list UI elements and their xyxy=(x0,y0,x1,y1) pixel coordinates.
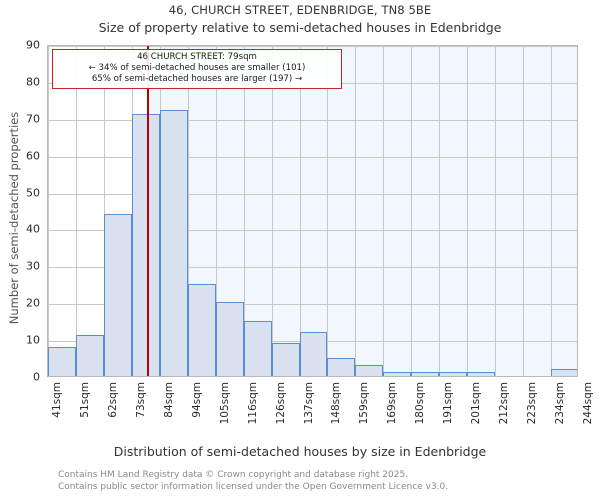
x-tick-159sqm: 159sqm xyxy=(358,382,371,425)
y-tick-30: 30 xyxy=(26,259,40,273)
plot-area xyxy=(47,45,578,377)
x-tick-148sqm: 148sqm xyxy=(330,382,343,425)
gridline-y-90 xyxy=(48,46,577,47)
annotation-line-3: 65% of semi-detached houses are larger (… xyxy=(91,74,303,84)
gridline-x-14 xyxy=(439,46,441,376)
y-tick-40: 40 xyxy=(26,222,40,236)
gridline-x-18 xyxy=(551,46,553,376)
bar-148sqm xyxy=(327,357,356,376)
x-tick-126sqm: 126sqm xyxy=(274,382,287,425)
bar-201sqm xyxy=(467,372,496,376)
gridline-x-0 xyxy=(48,46,49,376)
gridline-x-17 xyxy=(523,46,525,376)
y-tick-20: 20 xyxy=(26,296,40,310)
gridline-y-70 xyxy=(48,119,577,121)
bar-73sqm xyxy=(131,114,160,376)
y-tick-0: 0 xyxy=(33,370,40,384)
annotation-box: 46 CHURCH STREET: 79sqm ← 34% of semi-de… xyxy=(52,49,342,89)
annotation-line-1: 46 CHURCH STREET: 79sqm xyxy=(137,52,257,62)
gridline-y-60 xyxy=(48,156,577,158)
bar-180sqm xyxy=(411,372,440,376)
x-tick-244sqm: 244sqm xyxy=(582,382,594,425)
y-tick-90: 90 xyxy=(26,38,40,52)
x-tick-116sqm: 116sqm xyxy=(246,382,259,425)
y-tick-60: 60 xyxy=(26,149,40,163)
y-tick-10: 10 xyxy=(26,333,40,347)
x-tick-234sqm: 234sqm xyxy=(554,382,567,425)
gridline-x-9 xyxy=(299,46,301,376)
x-tick-41sqm: 41sqm xyxy=(51,382,63,418)
footer-line-1: Contains HM Land Registry data © Crown c… xyxy=(58,470,409,480)
gridline-x-10 xyxy=(327,46,329,376)
x-tick-51sqm: 51sqm xyxy=(78,382,91,418)
x-tick-94sqm: 94sqm xyxy=(190,382,203,418)
gridline-x-7 xyxy=(243,46,245,376)
x-tick-73sqm: 73sqm xyxy=(134,382,147,418)
x-tick-180sqm: 180sqm xyxy=(414,382,427,425)
x-tick-84sqm: 84sqm xyxy=(162,382,175,418)
gridline-y-30 xyxy=(48,267,577,269)
gridline-x-5 xyxy=(187,46,189,376)
gridline-x-15 xyxy=(467,46,469,376)
chart-subtitle: Size of property relative to semi-detach… xyxy=(98,20,502,35)
y-tick-50: 50 xyxy=(26,186,40,200)
annotation-line-2: ← 34% of semi-detached houses are smalle… xyxy=(88,63,306,73)
bar-51sqm xyxy=(75,335,104,376)
bar-116sqm xyxy=(243,320,272,376)
bar-62sqm xyxy=(103,213,132,376)
gridline-y-50 xyxy=(48,193,577,195)
x-tick-191sqm: 191sqm xyxy=(442,382,455,425)
property-marker-line xyxy=(147,46,149,376)
gridline-y-20 xyxy=(48,304,577,306)
gridline-x-8 xyxy=(271,46,273,376)
gridline-x-2 xyxy=(103,46,105,376)
x-tick-223sqm: 223sqm xyxy=(526,382,539,425)
x-tick-212sqm: 212sqm xyxy=(498,382,511,425)
footer-line-2: Contains public sector information licen… xyxy=(58,481,449,492)
bar-105sqm xyxy=(215,302,244,376)
bar-137sqm xyxy=(299,331,328,376)
bar-94sqm xyxy=(187,283,216,376)
bar-159sqm xyxy=(355,364,384,376)
bar-169sqm xyxy=(383,372,412,376)
y-tick-80: 80 xyxy=(26,75,40,89)
gridline-x-12 xyxy=(383,46,385,376)
bar-234sqm xyxy=(551,368,577,376)
footer-attribution: Contains HM Land Registry data © Crown c… xyxy=(58,470,448,494)
bar-41sqm xyxy=(48,346,76,376)
bar-84sqm xyxy=(159,110,188,376)
y-axis-label: Number of semi-detached properties xyxy=(7,111,21,325)
gridline-y-40 xyxy=(48,230,577,232)
x-tick-169sqm: 169sqm xyxy=(386,382,399,425)
gridline-x-16 xyxy=(495,46,497,376)
bar-191sqm xyxy=(439,372,468,376)
gridline-x-11 xyxy=(355,46,357,376)
bar-126sqm xyxy=(271,342,300,376)
x-tick-201sqm: 201sqm xyxy=(470,382,483,425)
gridline-x-6 xyxy=(215,46,217,376)
x-axis-label: Distribution of semi-detached houses by … xyxy=(113,444,487,459)
page-title: 46, CHURCH STREET, EDENBRIDGE, TN8 5BE xyxy=(168,3,432,17)
gridline-x-13 xyxy=(411,46,413,376)
x-tick-62sqm: 62sqm xyxy=(106,382,119,418)
y-tick-70: 70 xyxy=(26,112,40,126)
x-tick-105sqm: 105sqm xyxy=(218,382,231,425)
gridline-x-1 xyxy=(75,46,77,376)
x-tick-137sqm: 137sqm xyxy=(302,382,315,425)
